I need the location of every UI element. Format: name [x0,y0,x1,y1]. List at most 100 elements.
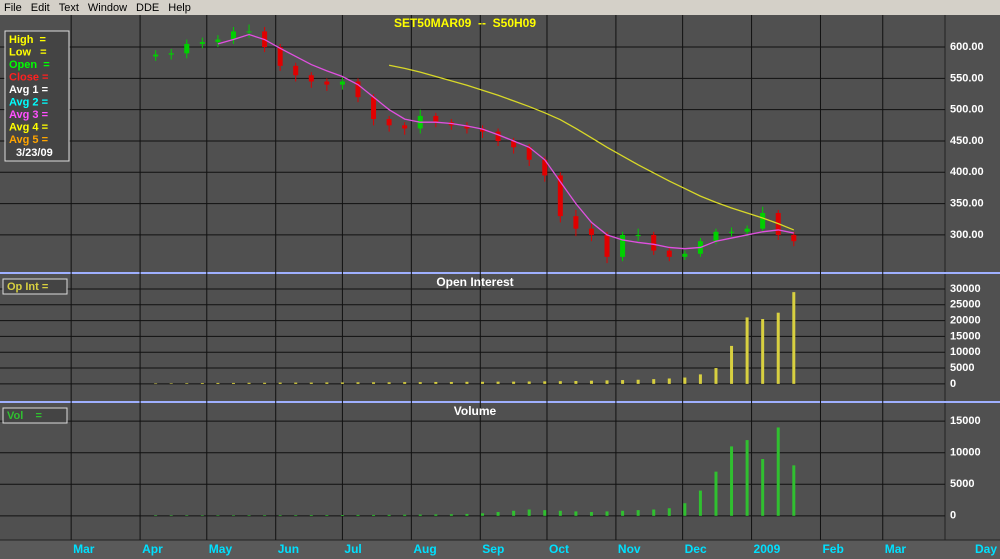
menu-item[interactable]: Window [88,2,127,14]
bar [745,440,749,516]
candle-body [402,125,408,129]
y-tick-label: 20000 [950,315,981,327]
x-axis-strip [0,540,1000,559]
bar [418,514,422,516]
bar [434,514,438,516]
bar [185,515,189,516]
bar [434,381,438,384]
x-tick-label: Oct [549,542,569,556]
bar [698,490,702,516]
candle-body [371,97,377,120]
bar [745,317,749,384]
candle-body [542,159,548,176]
bar [589,512,593,516]
bar [278,382,282,384]
x-axis-label: Day [975,542,997,556]
bar [776,312,780,384]
legend-box [2,278,68,295]
bar [776,427,780,516]
bar [558,510,562,516]
y-tick-label: 400.00 [950,166,984,178]
bar [714,368,718,384]
candle-body [588,228,594,235]
bar [340,515,344,516]
y-tick-label: 550.00 [950,72,984,84]
bar [636,379,640,384]
bar [294,515,298,516]
candle-body [651,234,657,251]
menu-bar [0,0,1000,15]
candle-body [760,213,766,229]
x-tick-label: Dec [685,542,707,556]
bar [636,510,640,516]
bar [247,515,251,516]
candle-body [573,216,579,229]
bar [309,515,313,516]
menu-item[interactable]: Edit [31,2,50,14]
y-tick-label: 5000 [950,478,974,490]
bar [574,381,578,384]
bar [154,515,158,517]
bar [247,382,251,384]
panel-title: Volume [454,404,497,418]
candle-body [620,234,626,257]
menu-item[interactable]: Text [59,2,79,14]
bar [512,381,516,384]
legend-entry: Avg 4 = [9,121,48,133]
bar [200,515,204,516]
legend-box [2,407,68,424]
x-tick-label: Nov [618,542,641,556]
candle-body [604,234,610,257]
bar [605,511,609,516]
bar [481,513,485,516]
bar [761,319,765,384]
legend-entry: Avg 5 = [9,134,48,146]
bar [714,471,718,516]
bar [589,380,593,384]
bar [372,382,376,384]
bar [356,514,360,516]
bar [543,510,547,516]
bar [512,510,516,516]
bar [761,459,765,516]
bar [605,380,609,384]
bar [216,382,220,384]
bar [340,382,344,384]
candle-body [682,253,688,257]
bar [730,345,734,384]
legend-entry: Open = [9,59,50,71]
bar [698,374,702,384]
bar [465,513,469,516]
bar [621,380,625,384]
menu-item[interactable]: Help [168,2,191,14]
candle-body [557,175,563,217]
bar [667,508,671,516]
bar [278,515,282,516]
candle-body [635,234,641,236]
y-tick-label: 450.00 [950,135,984,147]
bar [200,383,204,384]
bar [185,383,189,384]
bar [169,515,173,516]
candle-body [480,128,486,132]
bar [325,515,329,516]
candle-body [339,81,345,85]
menu-item[interactable]: DDE [136,2,159,14]
menu-item[interactable]: File [4,2,22,14]
chart-title: SET50MAR09 -- S50H09 [394,16,536,30]
candle-body [215,39,221,43]
bar [683,377,687,384]
y-tick-label: 15000 [950,330,981,342]
x-tick-label: Jun [278,542,299,556]
bar [403,514,407,516]
candle-body [511,140,517,148]
candle-body [324,81,330,85]
panel-title: Open Interest [436,275,513,289]
bar [527,509,531,516]
average-line [388,64,795,231]
x-tick-label: Mar [885,542,907,556]
y-tick-label: 10000 [950,346,981,358]
bar [792,292,796,384]
